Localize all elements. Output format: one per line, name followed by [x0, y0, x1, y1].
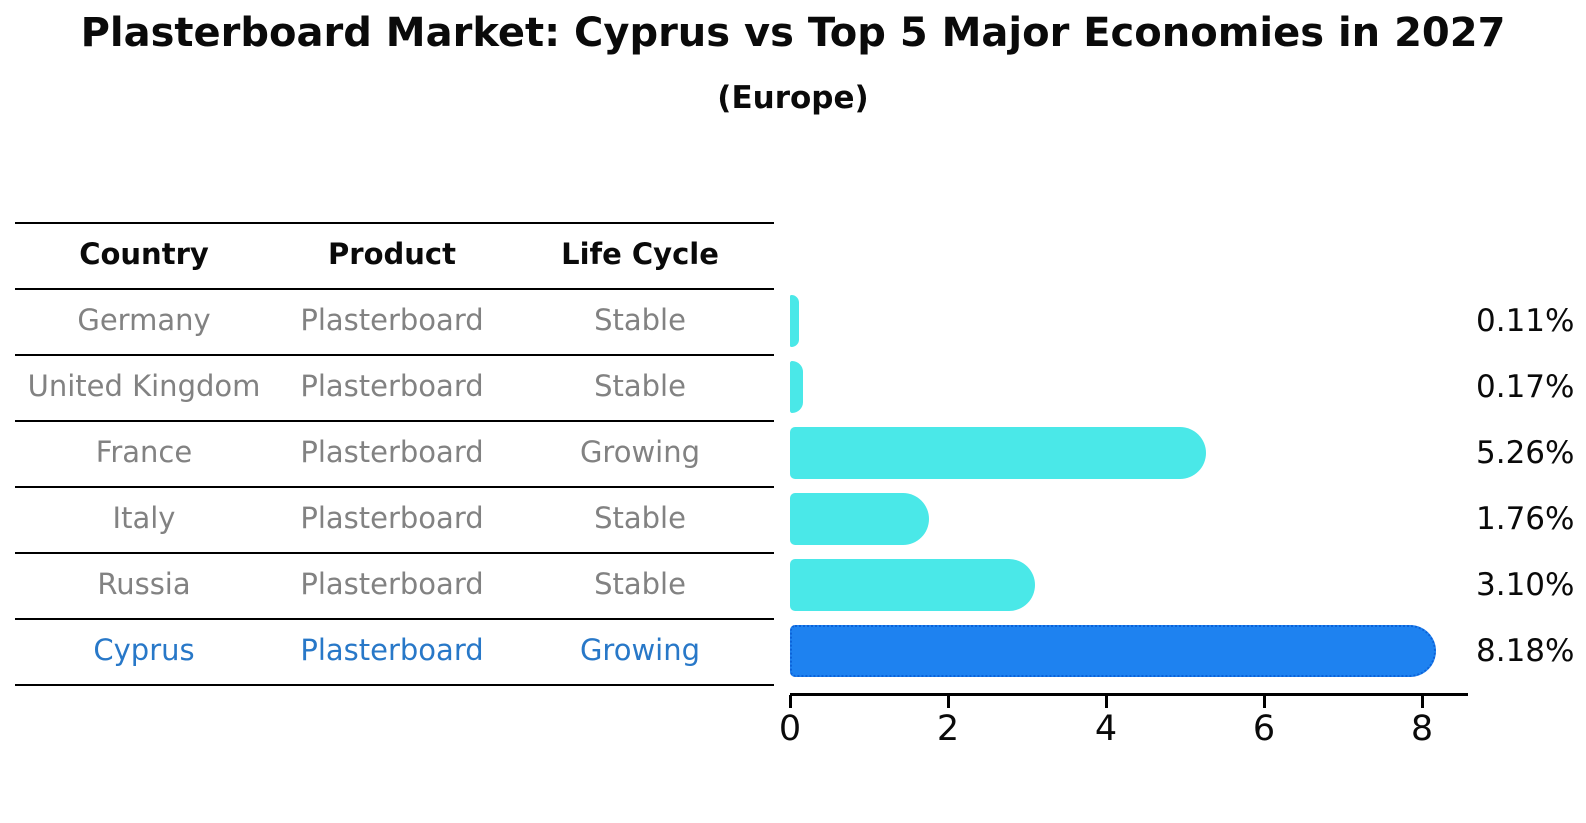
cell-product: Plasterboard	[300, 435, 484, 470]
column-header-life-cycle: Life Cycle	[561, 237, 719, 272]
bar-france	[790, 427, 1206, 479]
table-row-germany: Germany Plasterboard Stable	[20, 288, 764, 354]
column-header-product: Product	[328, 237, 456, 272]
cell-country: France	[95, 435, 193, 470]
x-axis-tick	[947, 695, 950, 708]
bar-italy	[790, 493, 929, 545]
table-row-cyprus: Cyprus Plasterboard Growing	[20, 618, 764, 684]
cell-product: Plasterboard	[300, 303, 484, 338]
x-axis-tick	[789, 695, 792, 708]
cell-product: Plasterboard	[300, 501, 484, 536]
table-divider	[15, 288, 774, 290]
x-axis-tick-label: 0	[778, 709, 802, 749]
bar-value-label: 5.26%	[1476, 435, 1575, 471]
table-row-united-kingdom: United Kingdom Plasterboard Stable	[20, 354, 764, 420]
cell-life-cycle: Stable	[594, 303, 686, 338]
column-header-country: Country	[79, 237, 209, 272]
bar-value-label: 3.10%	[1476, 567, 1575, 603]
cell-life-cycle: Stable	[594, 567, 686, 602]
cell-life-cycle: Stable	[594, 501, 686, 536]
bar-value-label: 0.11%	[1476, 303, 1575, 339]
cell-life-cycle: Stable	[594, 369, 686, 404]
bar-russia	[790, 559, 1035, 611]
cell-life-cycle: Growing	[579, 633, 701, 668]
cell-country: United Kingdom	[27, 369, 261, 404]
table-divider	[15, 486, 774, 488]
x-axis-line	[790, 693, 1468, 696]
cell-country: Cyprus	[93, 633, 195, 668]
bar-value-label: 8.18%	[1476, 633, 1575, 669]
table-row-france: France Plasterboard Growing	[20, 420, 764, 486]
bar-germany	[790, 295, 799, 347]
table-divider	[15, 222, 774, 224]
bar-value-label: 1.76%	[1476, 501, 1575, 537]
x-axis-tick-label: 4	[1094, 709, 1118, 749]
table-divider	[15, 684, 774, 686]
x-axis-tick	[1105, 695, 1108, 708]
chart-title: Plasterboard Market: Cyprus vs Top 5 Maj…	[80, 10, 1506, 56]
x-axis-tick-label: 8	[1410, 709, 1434, 749]
table-row-russia: Russia Plasterboard Stable	[20, 552, 764, 618]
bar-united-kingdom	[790, 361, 803, 413]
x-axis-tick-label: 2	[936, 709, 960, 749]
x-axis-tick-label: 6	[1252, 709, 1276, 749]
table-divider	[15, 552, 774, 554]
cell-product: Plasterboard	[300, 567, 484, 602]
x-axis-tick	[1421, 695, 1424, 708]
cell-country: Italy	[112, 501, 176, 536]
table-divider	[15, 420, 774, 422]
x-axis-tick	[1263, 695, 1266, 708]
table-divider	[15, 354, 774, 356]
bar-cyprus	[790, 625, 1436, 677]
table-row-italy: Italy Plasterboard Stable	[20, 486, 764, 552]
cell-country: Germany	[77, 303, 211, 338]
cell-country: Russia	[97, 567, 191, 602]
cell-product: Plasterboard	[300, 633, 484, 668]
cell-product: Plasterboard	[300, 369, 484, 404]
chart-subtitle: (Europe)	[717, 80, 869, 116]
bar-value-label: 0.17%	[1476, 369, 1575, 405]
cell-life-cycle: Growing	[579, 435, 701, 470]
table-header-row: Country Product Life Cycle	[20, 222, 764, 288]
table-divider	[15, 618, 774, 620]
